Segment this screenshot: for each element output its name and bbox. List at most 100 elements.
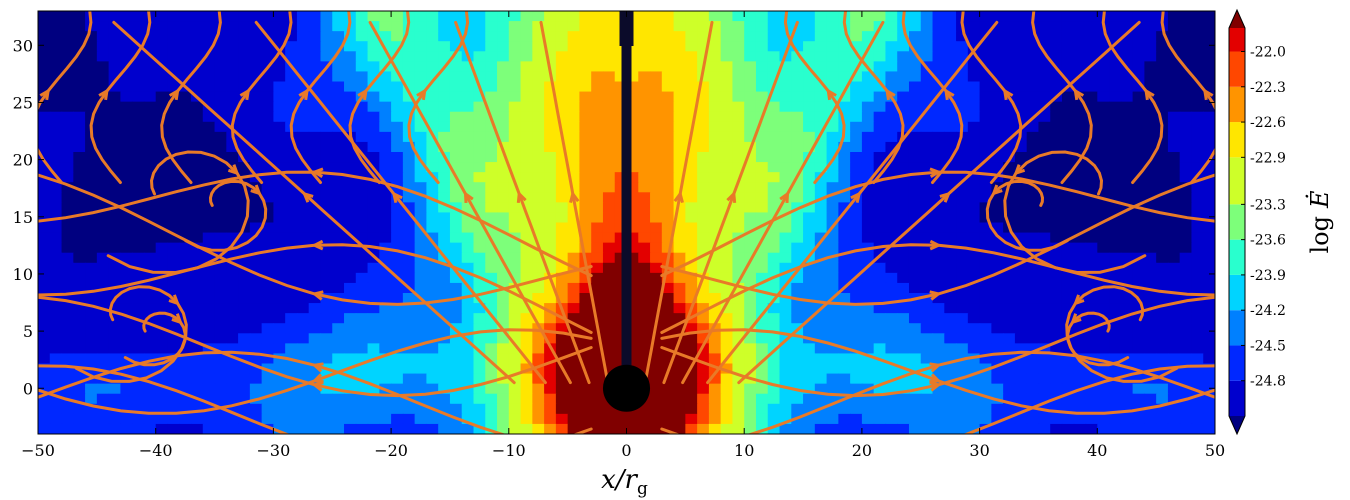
- contour-cell: [320, 413, 333, 425]
- contour-cell: [414, 423, 428, 434]
- contour-cell: [1167, 11, 1181, 22]
- contour-cell: [1167, 182, 1181, 193]
- contour-cell: [944, 232, 957, 244]
- contour-cell: [285, 343, 298, 355]
- contour-cell: [979, 413, 992, 425]
- contour-cell: [873, 363, 887, 375]
- contour-cell: [826, 303, 839, 314]
- contour-cell: [391, 393, 404, 405]
- contour-cell: [1061, 252, 1075, 264]
- contour-cell: [897, 41, 910, 52]
- contour-cell: [143, 131, 157, 143]
- contour-cell: [626, 51, 639, 62]
- contour-cell: [979, 21, 992, 32]
- contour-cell: [249, 121, 263, 133]
- contour-cell: [296, 222, 310, 234]
- contour-cell: [1026, 182, 1040, 193]
- contour-cell: [826, 313, 839, 324]
- contour-cell: [1026, 212, 1040, 224]
- contour-cell: [720, 51, 734, 62]
- contour-cell: [944, 71, 957, 83]
- contour-cell: [214, 41, 227, 52]
- contour-cell: [344, 252, 357, 264]
- contour-cell: [897, 152, 910, 163]
- contour-cell: [932, 313, 945, 324]
- contour-cell: [732, 71, 745, 83]
- contour-cell: [532, 383, 545, 395]
- contour-cell: [296, 293, 310, 304]
- contour-cell: [1109, 333, 1122, 344]
- contour-cell: [285, 31, 298, 42]
- contour-cell: [85, 383, 98, 395]
- contour-cell: [1097, 71, 1110, 83]
- contour-cell: [1144, 121, 1157, 133]
- contour-cell: [73, 262, 86, 274]
- contour-cell: [567, 172, 581, 183]
- contour-cell: [897, 101, 910, 113]
- contour-cell: [508, 383, 522, 395]
- contour-cell: [391, 413, 404, 425]
- contour-cell: [379, 121, 392, 133]
- contour-cell: [132, 272, 145, 284]
- contour-cell: [626, 41, 639, 52]
- contour-cell: [579, 363, 592, 375]
- contour-cell: [273, 71, 286, 83]
- contour-cell: [897, 343, 910, 355]
- contour-cell: [650, 293, 663, 304]
- contour-cell: [873, 313, 887, 324]
- contour-cell: [732, 413, 745, 425]
- contour-cell: [1073, 21, 1087, 32]
- contour-cell: [73, 182, 86, 193]
- contour-cell: [1050, 121, 1063, 133]
- contour-cell: [791, 373, 804, 385]
- contour-cell: [555, 403, 569, 415]
- contour-cell: [179, 403, 192, 415]
- contour-cell: [49, 363, 63, 375]
- contour-cell: [191, 232, 204, 244]
- contour-cell: [1156, 192, 1169, 203]
- contour-cell: [202, 413, 216, 425]
- contour-cell: [85, 61, 98, 73]
- contour-cell: [555, 423, 569, 434]
- contour-cell: [308, 403, 322, 415]
- contour-cell: [697, 262, 710, 274]
- contour-cell: [661, 353, 675, 365]
- contour-cell: [1050, 152, 1063, 163]
- contour-cell: [708, 333, 722, 344]
- contour-cell: [661, 282, 675, 294]
- contour-cell: [426, 212, 439, 224]
- contour-cell: [967, 202, 981, 214]
- contour-cell: [273, 282, 286, 294]
- contour-cell: [744, 192, 757, 203]
- contour-cell: [873, 383, 887, 395]
- contour-cell: [579, 303, 592, 314]
- contour-cell: [602, 172, 616, 183]
- contour-cell: [920, 282, 934, 294]
- contour-cell: [426, 71, 439, 83]
- contour-cell: [332, 363, 345, 375]
- contour-cell: [850, 373, 863, 385]
- contour-cell: [132, 21, 145, 32]
- contour-cell: [167, 222, 180, 234]
- contour-cell: [61, 403, 74, 415]
- contour-cell: [1050, 353, 1063, 365]
- contour-cell: [1038, 293, 1051, 304]
- contour-cell: [1109, 61, 1122, 73]
- contour-cell: [344, 91, 357, 103]
- contour-cell: [579, 162, 592, 173]
- contour-cell: [143, 222, 157, 234]
- contour-cell: [1026, 343, 1040, 355]
- x-tick-label: −50: [21, 441, 55, 460]
- contour-cell: [355, 21, 369, 32]
- contour-cell: [779, 403, 792, 415]
- contour-cell: [143, 141, 157, 153]
- contour-cell: [755, 282, 769, 294]
- contour-cell: [1144, 313, 1157, 324]
- contour-cell: [591, 131, 604, 143]
- contour-cell: [979, 403, 992, 415]
- contour-cell: [544, 353, 557, 365]
- contour-cell: [520, 303, 533, 314]
- contour-cell: [838, 51, 851, 62]
- contour-cell: [614, 242, 628, 254]
- contour-cell: [96, 323, 110, 334]
